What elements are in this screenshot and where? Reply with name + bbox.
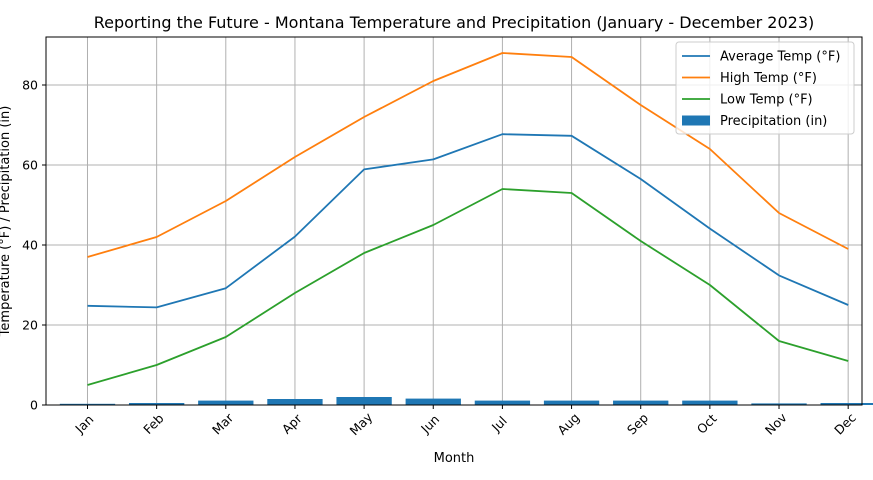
y-tick-label: 60 — [22, 158, 38, 173]
legend-frame — [675, 41, 855, 135]
y-tick-label: 0 — [30, 398, 38, 413]
x-tick-label: Jun — [417, 412, 442, 437]
x-axis-label: Month — [434, 451, 475, 466]
x-tick-label: Aug — [554, 410, 582, 438]
x-tick-label: Nov — [762, 409, 790, 437]
precipitation-bar — [59, 403, 116, 405]
y-tick-label: 80 — [22, 78, 38, 93]
x-tick-label: Sep — [624, 410, 651, 437]
precipitation-bar — [198, 400, 254, 405]
precipitation-bar — [820, 403, 873, 405]
x-tick-label: Jan — [71, 412, 96, 437]
series-line — [87, 52, 849, 258]
x-tick-label: May — [346, 409, 375, 438]
legend-label: Low Temp (°F) — [720, 93, 813, 108]
precipitation-bar — [267, 399, 323, 405]
y-tick-label: 40 — [22, 238, 38, 253]
precipitation-bar — [682, 400, 738, 405]
series-line — [87, 133, 849, 309]
x-tick-label: Mar — [209, 410, 237, 438]
precipitation-bar — [543, 400, 600, 405]
legend-swatch — [682, 115, 710, 126]
legend-label: High Temp (°F) — [720, 71, 817, 86]
y-tick-label: 20 — [22, 318, 38, 333]
precipitation-bars — [59, 397, 873, 405]
legend: Average Temp (°F) High Temp (°F) Low Temp … — [675, 41, 855, 135]
precipitation-bar — [128, 403, 185, 405]
precipitation-bar — [751, 403, 807, 405]
x-tick-label: Jul — [488, 413, 510, 435]
x-tick-label: Oct — [694, 411, 720, 437]
legend-label: Precipitation (in) — [720, 114, 827, 129]
precipitation-bar — [613, 400, 669, 405]
x-tick-label: Apr — [279, 410, 306, 437]
precipitation-bar — [474, 400, 531, 405]
plot-frame — [45, 36, 863, 406]
precipitation-bar — [405, 398, 461, 405]
temperature-lines — [87, 52, 849, 386]
x-axis-ticks: Jan Feb Mar Apr May Jun Jul Aug Sep Oct Nov Dec — [71, 405, 859, 438]
x-tick-label: Dec — [831, 410, 859, 438]
precipitation-bar — [336, 397, 392, 405]
x-tick-label: Feb — [140, 411, 166, 437]
legend-label: Average Temp (°F) — [720, 50, 840, 65]
series-line — [87, 188, 849, 386]
chart-title: Reporting the Future - Montana Temperatu… — [94, 13, 815, 32]
y-axis-label: Temperature (°F) / Precipitation (in) — [0, 106, 13, 338]
y-axis-ticks: 0 20 40 60 80 — [22, 78, 46, 413]
